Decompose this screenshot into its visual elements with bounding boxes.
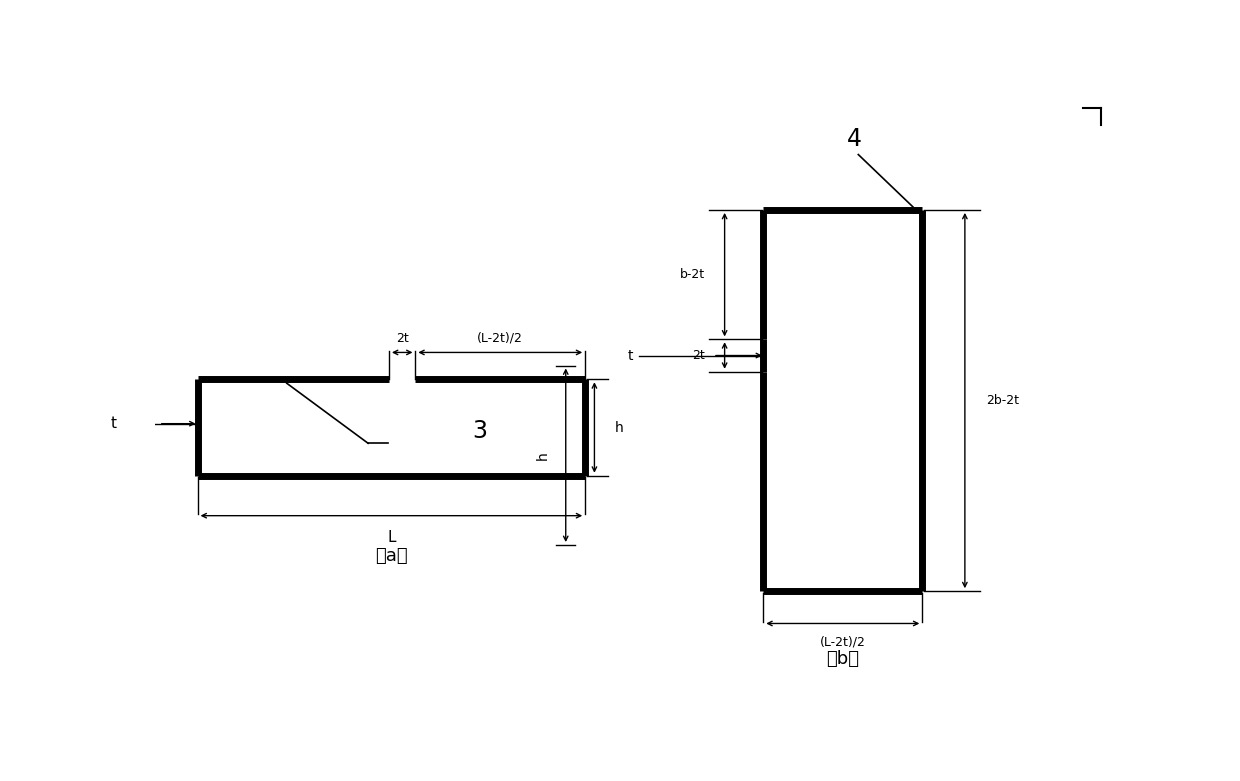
Text: t: t bbox=[110, 416, 117, 431]
Text: （b）: （b） bbox=[826, 650, 859, 668]
Text: (L-2t)/2: (L-2t)/2 bbox=[820, 635, 866, 648]
Text: 4: 4 bbox=[847, 127, 862, 151]
Text: 2t: 2t bbox=[396, 332, 409, 344]
Text: h: h bbox=[536, 451, 551, 459]
Text: b-2t: b-2t bbox=[680, 268, 706, 281]
Text: （a）: （a） bbox=[374, 547, 408, 565]
Text: 2b-2t: 2b-2t bbox=[987, 394, 1019, 407]
Text: 2t: 2t bbox=[692, 349, 706, 362]
Text: L: L bbox=[387, 530, 396, 544]
Text: t: t bbox=[627, 348, 634, 362]
Text: 3: 3 bbox=[472, 419, 487, 444]
Text: (L-2t)/2: (L-2t)/2 bbox=[477, 332, 523, 344]
Text: h: h bbox=[615, 420, 624, 434]
